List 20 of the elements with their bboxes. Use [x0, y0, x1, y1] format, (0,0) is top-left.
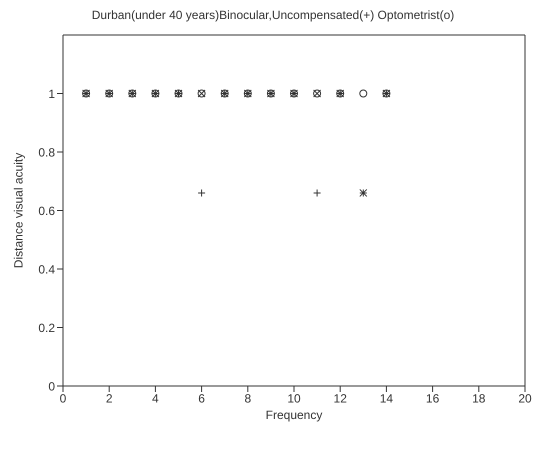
y-tick-label: 0.8 — [38, 145, 56, 160]
x-axis-title: Frequency — [266, 408, 322, 422]
y-tick-label: 0.4 — [38, 262, 56, 276]
x-tick-label: 12 — [334, 392, 348, 406]
x-tick-label: 20 — [518, 392, 532, 406]
y-axis-title: Distance visual acuity — [11, 152, 26, 268]
x-tick-label: 14 — [380, 392, 394, 406]
y-tick-label: 1 — [48, 86, 56, 101]
y-tick-label: 0.2 — [38, 320, 56, 335]
x-tick-label: 8 — [244, 392, 252, 406]
y-tick-label: 0.6 — [38, 204, 56, 218]
chart-title: Durban(under 40 years)Binocular,Uncompensated(+) Optometrist(o) — [90, 8, 456, 24]
y-tick-label: 0 — [48, 379, 56, 394]
x-tick-label: 10 — [287, 392, 301, 406]
x-tick-label: 0 — [60, 392, 67, 406]
x-tick-label: 6 — [198, 392, 206, 406]
x-tick-label: 4 — [152, 392, 160, 406]
x-tick-label: 16 — [426, 392, 440, 406]
x-tick-label: 18 — [472, 392, 486, 406]
x-tick-label: 2 — [106, 392, 113, 406]
